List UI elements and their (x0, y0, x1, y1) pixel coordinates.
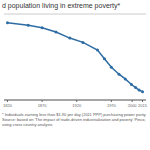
html-text:* Individuals earning less tha: * Individuals earning less than $1.90 pe… (2, 112, 146, 127)
svg-text:2000: 2000 (128, 103, 138, 108)
svg-text:1970: 1970 (107, 103, 117, 108)
svg-text:2015: 2015 (138, 103, 142, 108)
svg-text:1820: 1820 (8, 103, 13, 108)
html-text:d population living in extreme: d population living in extreme poverty* (2, 2, 121, 9)
svg-text:1920: 1920 (72, 103, 82, 108)
svg-text:1870: 1870 (38, 103, 48, 108)
